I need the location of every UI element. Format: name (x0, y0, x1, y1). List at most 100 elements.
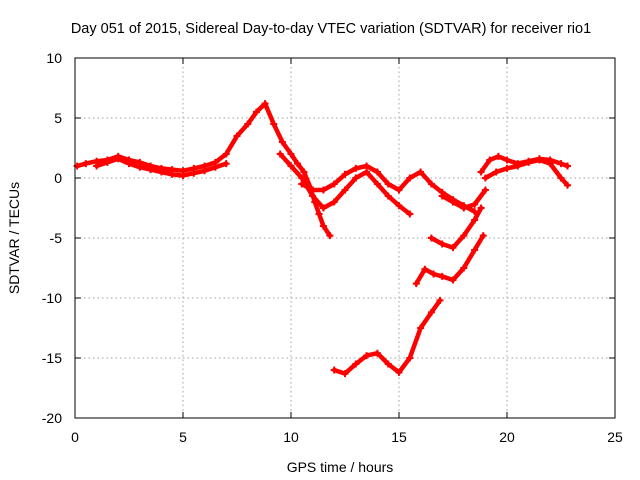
data-point (477, 168, 485, 176)
data-point (341, 186, 349, 194)
y-tick-label: -10 (42, 290, 62, 306)
x-tick-label: 15 (391, 429, 407, 445)
data-point (406, 174, 414, 182)
data-point (460, 204, 468, 212)
data-point (384, 360, 392, 368)
y-axis-label: SDTVAR / TECUs (6, 182, 22, 294)
tick-layer: 0 5 10 15 20 25 -20 -15 -10 -5 0 5 10 (42, 50, 623, 445)
data-point (261, 100, 269, 108)
chart-title: Day 051 of 2015, Sidereal Day-to-day VTE… (71, 21, 591, 37)
y-tick-label: -5 (50, 230, 63, 246)
data-point (514, 162, 522, 170)
data-point (535, 156, 543, 164)
grid-layer (75, 58, 615, 418)
data-point (460, 264, 468, 272)
data-point (481, 174, 489, 182)
data-point (373, 168, 381, 176)
data-point (427, 180, 435, 188)
x-tick-label: 10 (283, 429, 299, 445)
data-point (460, 232, 468, 240)
data-point (114, 155, 122, 163)
data-point (309, 186, 317, 194)
data-point (492, 168, 500, 176)
data-point (471, 200, 479, 208)
data-point (486, 156, 494, 164)
data-point (330, 198, 338, 206)
x-tick-label: 5 (179, 429, 187, 445)
data-point (222, 160, 230, 168)
data-point (421, 265, 429, 273)
data-point (438, 192, 446, 200)
data-point (276, 150, 284, 158)
data-point (319, 222, 327, 230)
data-point (136, 163, 144, 171)
data-point (93, 162, 101, 170)
data-point (233, 132, 241, 140)
data-point (384, 180, 392, 188)
y-tick-label: 0 (54, 170, 62, 186)
data-point (147, 166, 155, 174)
data-point (341, 370, 349, 378)
y-tick-label: -15 (42, 350, 62, 366)
data-point (406, 354, 414, 362)
data-point (326, 232, 334, 240)
data-point (201, 167, 209, 175)
data-point (190, 169, 198, 177)
data-point (525, 158, 533, 166)
data-point (438, 272, 446, 280)
data-point (330, 366, 338, 374)
data-point (270, 120, 278, 128)
data-point (449, 276, 457, 284)
data-point (395, 186, 403, 194)
data-point (252, 108, 260, 116)
data-point (430, 270, 438, 278)
data-point (417, 168, 425, 176)
data-point (300, 168, 308, 176)
data-point (471, 246, 479, 254)
data-point (479, 232, 487, 240)
data-point (341, 170, 349, 178)
series-layer (73, 100, 571, 378)
data-point (82, 160, 90, 168)
x-axis-label: GPS time / hours (287, 459, 394, 475)
data-point (546, 160, 554, 168)
data-point (168, 170, 176, 178)
y-tick-label: -20 (42, 410, 62, 426)
data-point (298, 174, 306, 182)
y-tick-label: 5 (54, 110, 62, 126)
data-point (384, 192, 392, 200)
data-point (278, 138, 286, 146)
x-tick-label: 20 (499, 429, 515, 445)
data-point (330, 180, 338, 188)
data-point (557, 174, 565, 182)
data-point (293, 160, 301, 168)
data-point (427, 308, 435, 316)
data-point (319, 186, 327, 194)
data-point (222, 150, 230, 158)
data-point (436, 296, 444, 304)
data-point (352, 164, 360, 172)
data-point (503, 156, 511, 164)
data-point (373, 180, 381, 188)
data-point (395, 202, 403, 210)
data-point (471, 216, 479, 224)
data-point (412, 280, 420, 288)
data-point (449, 244, 457, 252)
data-point (352, 360, 360, 368)
data-point (363, 168, 371, 176)
data-point (395, 368, 403, 376)
data-point (352, 174, 360, 182)
data-point (373, 349, 381, 357)
y-tick-label: 10 (46, 50, 62, 66)
x-tick-label: 0 (71, 429, 79, 445)
data-point (563, 162, 571, 170)
data-point (309, 192, 317, 200)
data-point (179, 172, 187, 180)
x-tick-label: 25 (607, 429, 623, 445)
data-point (103, 158, 111, 166)
data-point (406, 210, 414, 218)
data-point (157, 168, 165, 176)
data-point (315, 210, 323, 218)
